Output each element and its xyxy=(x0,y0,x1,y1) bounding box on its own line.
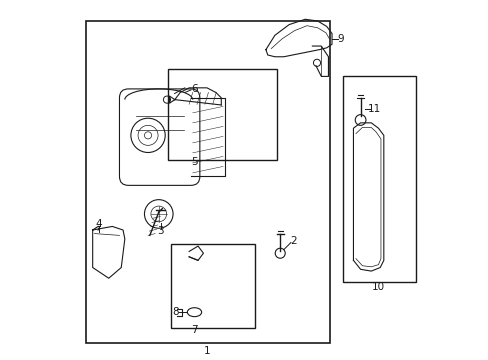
Text: 8: 8 xyxy=(172,307,179,317)
Text: 4: 4 xyxy=(95,219,102,229)
Bar xyxy=(342,76,415,282)
Text: 10: 10 xyxy=(371,282,384,292)
Text: 6: 6 xyxy=(191,84,198,94)
Bar xyxy=(167,69,276,160)
Text: 1: 1 xyxy=(203,346,210,356)
Bar xyxy=(171,244,255,328)
Text: 7: 7 xyxy=(191,325,198,335)
Bar xyxy=(85,21,329,342)
Text: 3: 3 xyxy=(157,226,163,236)
Text: 11: 11 xyxy=(367,104,381,113)
Text: 2: 2 xyxy=(290,236,297,246)
Text: 9: 9 xyxy=(337,34,344,44)
Text: 5: 5 xyxy=(191,157,198,167)
